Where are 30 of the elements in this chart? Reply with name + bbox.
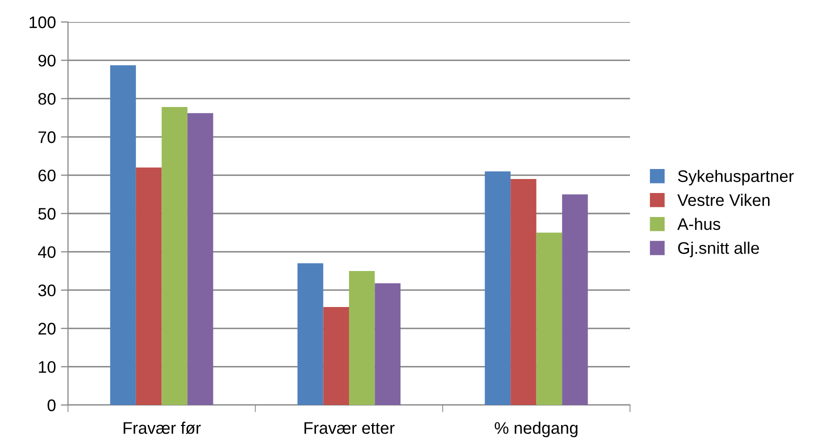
legend-label: Gj.snitt alle [678, 242, 759, 258]
x-tick-label: Fravær før [124, 422, 201, 434]
y-tick-label: 50 [38, 208, 56, 220]
legend-label: A-hus [677, 218, 720, 230]
bar [297, 263, 324, 405]
bar [162, 107, 188, 405]
y-tick-label: 0 [48, 399, 56, 412]
legend-label: Vestre Viken [677, 194, 770, 206]
y-tick-label: 90 [38, 54, 56, 67]
bar [510, 179, 536, 405]
y-tick-label: 30 [38, 284, 56, 296]
y-tick-label: 80 [38, 93, 56, 105]
y-tick-label: 70 [38, 131, 56, 144]
y-tick-label: 20 [38, 322, 56, 335]
y-tick-label: 60 [38, 170, 56, 182]
y-tick-label: 100 [30, 16, 56, 28]
bar [349, 270, 375, 405]
bar [562, 194, 588, 405]
bar [374, 283, 401, 405]
bar [484, 171, 511, 405]
bar [136, 168, 162, 405]
x-tick-label: Fravær etter [304, 422, 395, 434]
y-tick-label: 10 [38, 361, 56, 373]
bar [536, 232, 562, 405]
legend-label: Sykehuspartner [678, 170, 794, 186]
bar [187, 113, 214, 405]
bar [323, 306, 349, 405]
bar [110, 65, 136, 405]
y-tick-label: 40 [38, 246, 56, 258]
x-tick-label: % nedgang [494, 422, 578, 438]
